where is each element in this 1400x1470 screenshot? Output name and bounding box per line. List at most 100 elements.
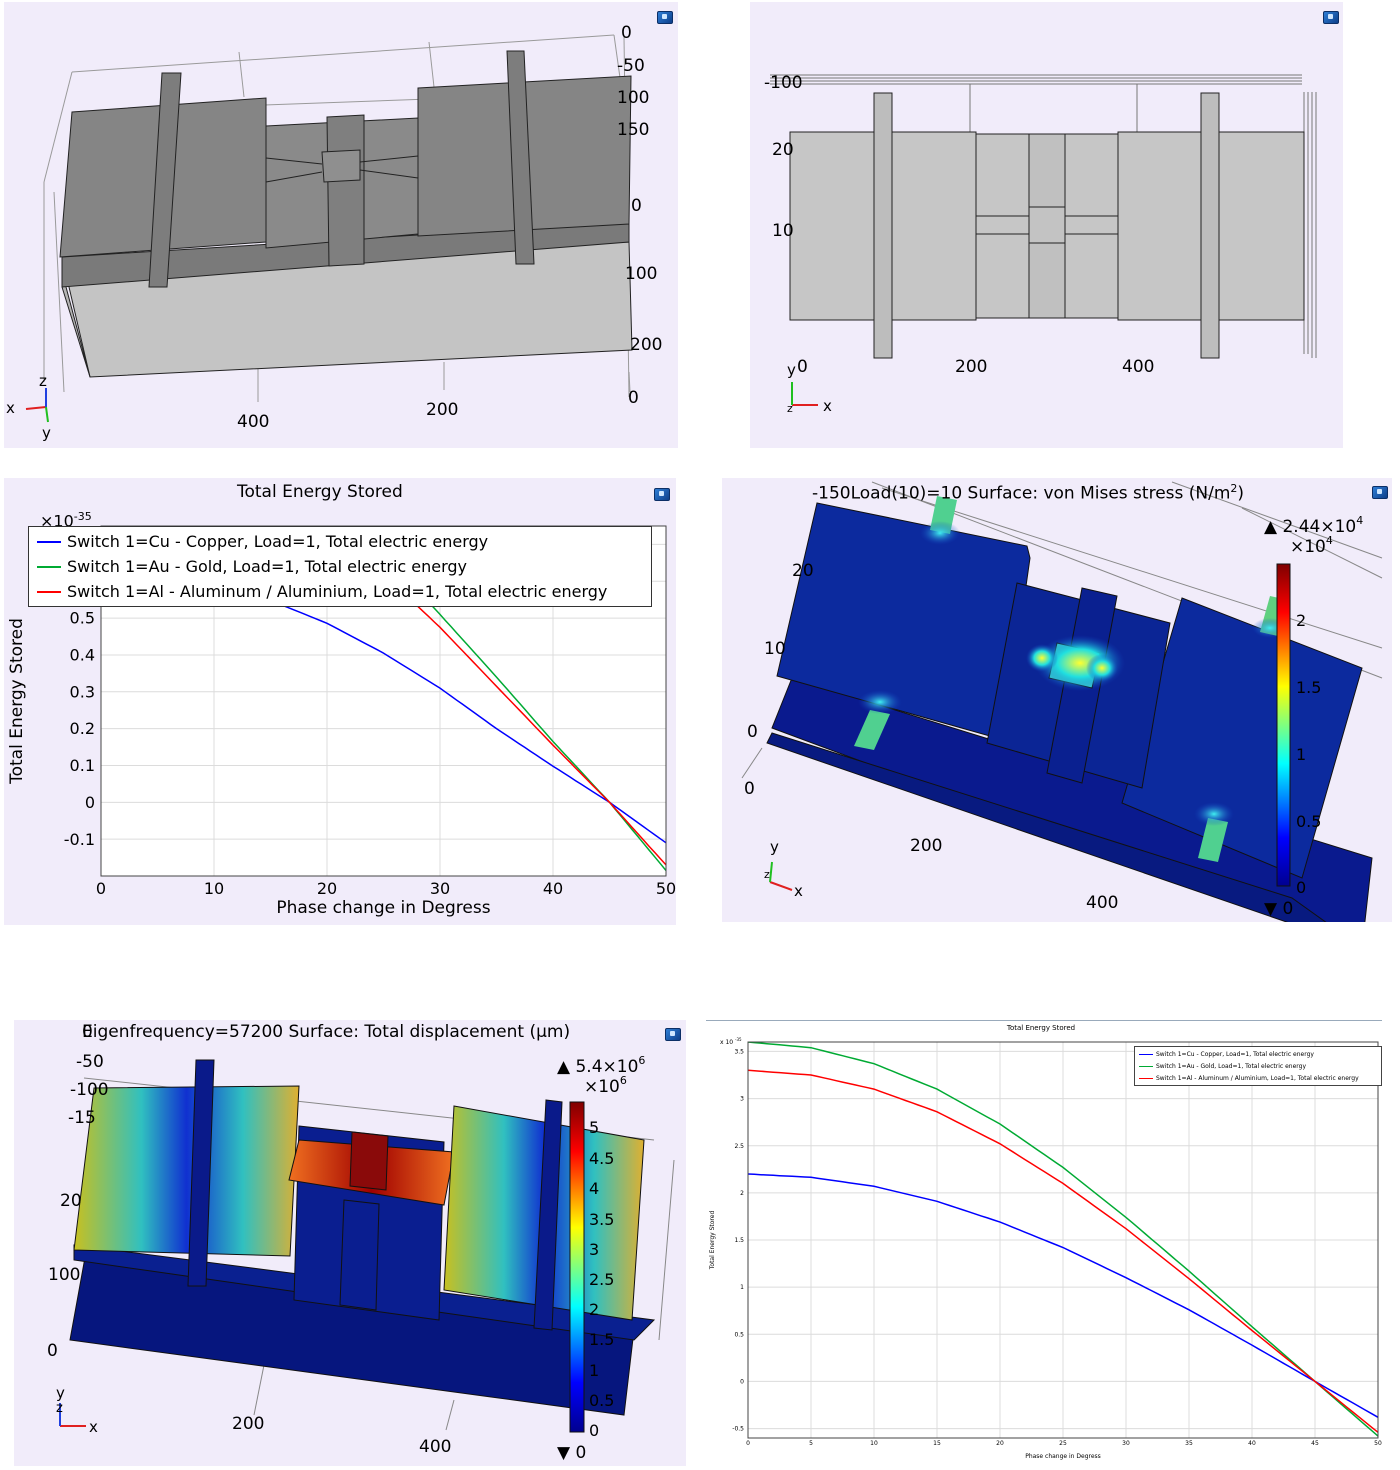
cbar-tick-1: 1 — [589, 1361, 599, 1380]
axis-triad: x y z — [56, 1384, 98, 1436]
tick-left-2: 10 — [764, 639, 786, 659]
tick-left-3: -15 — [68, 1108, 96, 1128]
tick-right-2: -50 — [617, 56, 645, 76]
x-tick-label: 15 — [933, 1440, 941, 1447]
svg-text:y: y — [42, 424, 51, 442]
legend-item-au: Switch 1=Au - Gold, Load=1, Total electr… — [1139, 1060, 1377, 1072]
energy-chart-small-panel[interactable]: 3.5 3 2.5 2 1.5 1 0.5 0 -0.5 0 5 10 15 20 25 30 35 40 45 50… — [706, 1020, 1382, 1466]
y-tick-label: 0 — [740, 1379, 744, 1386]
tick-left-4: 0 — [744, 779, 755, 799]
svg-text:x: x — [6, 399, 15, 417]
stress-view[interactable]: 2 1.5 1 0.5 0 ▲ 2.44×104 ×104 ▼ 0 20 10 … — [722, 478, 1392, 922]
svg-text:z: z — [764, 868, 770, 881]
energy-chart-small: 3.532.521.510.50-0.50 5 10 15 20 25 30 35 40 45 50… — [709, 1024, 1382, 1460]
tick-left-2: -100 — [70, 1080, 109, 1100]
energy-chart-panel[interactable]: 0.70.60.50.40.30.20.10-0.101020304050Pha… — [4, 478, 676, 925]
geometry-3d-view[interactable]: 0 -50 100 150 0 100 200 0 400 200 x z y — [4, 2, 678, 448]
window-icon[interactable] — [665, 1028, 681, 1041]
geometry-3d-canvas: 0 -50 100 150 0 100 200 0 400 200 x z y — [6, 23, 662, 442]
stress-title: -150Load(10)=10 Surface: von Mises stres… — [812, 482, 1245, 504]
tick-bottom-2: 200 — [955, 357, 987, 377]
tick-left-4: 20 — [60, 1191, 82, 1211]
tick-left-3: 0 — [747, 722, 758, 742]
x-tick-label: 50 — [656, 879, 676, 898]
cbar-tick-4.5: 4.5 — [589, 1149, 614, 1168]
y-multiplier: ×10-35 — [40, 510, 92, 531]
y-tick-label: 0.4 — [70, 646, 95, 665]
series-line-0 — [748, 1173, 1378, 1418]
tick-bottom-1: 200 — [232, 1414, 264, 1434]
tick-left-1: -50 — [76, 1052, 104, 1072]
tick-right-8: 0 — [628, 388, 639, 408]
series-line-1 — [748, 1042, 1378, 1437]
tick-right-1: 0 — [621, 23, 632, 43]
tick-bottom-2: 400 — [419, 1437, 451, 1457]
cbar-tick-4: 4 — [589, 1179, 599, 1198]
tick-left-5: 100 — [48, 1265, 80, 1285]
tick-bottom-1: 400 — [237, 412, 269, 432]
geometry-2d-view[interactable]: -100 20 10 0 200 400 x y z — [750, 2, 1343, 448]
displacement-title: 0 Eigenfrequency=57200 Surface: Total dis… — [82, 1022, 571, 1042]
displacement-canvas: 5 4.5 4 3.5 3 2.5 2 1.5 1 0.5 0 ▲ 5.4×10… — [47, 1052, 675, 1463]
stress-canvas: 2 1.5 1 0.5 0 ▲ 2.44×104 ×104 ▼ 0 20 10 … — [741, 481, 1383, 922]
svg-text:z: z — [56, 1401, 63, 1416]
series-line-2 — [748, 1069, 1378, 1433]
svg-text:x: x — [823, 397, 832, 415]
y-tick-label: 0.1 — [70, 756, 95, 775]
cbar-tick-0.5: 0.5 — [1296, 812, 1321, 831]
y-multiplier: x 10 — [720, 1039, 733, 1046]
x-tick-label: 5 — [809, 1440, 813, 1447]
axis-triad: x y z — [764, 838, 803, 900]
x-tick-label: 20 — [317, 879, 337, 898]
plot-frame — [747, 1041, 1379, 1439]
window-icon[interactable] — [1372, 486, 1388, 499]
cbar-tick-0.5: 0.5 — [589, 1391, 614, 1410]
cbar-min: ▼ 0 — [1264, 899, 1293, 919]
x-tick-label: 40 — [1248, 1440, 1256, 1447]
x-tick-label: 10 — [204, 879, 224, 898]
y-tick-label: 0 — [85, 793, 95, 812]
window-icon[interactable] — [654, 488, 670, 501]
svg-text:z: z — [39, 372, 47, 390]
x-tick-label: 35 — [1185, 1440, 1193, 1447]
geometry-2d-canvas: -100 20 10 0 200 400 x y z — [764, 73, 1317, 415]
y-tick-label: 1.5 — [734, 1237, 744, 1244]
y-tick-label: 3 — [740, 1096, 744, 1103]
tick-left-1: 20 — [772, 140, 794, 160]
chart-title: Total Energy Stored — [1006, 1024, 1075, 1032]
cbar-scale: ×106 — [584, 1074, 627, 1097]
tick-bottom-3: 400 — [1122, 357, 1154, 377]
cbar-tick-2.5: 2.5 — [589, 1270, 614, 1289]
cbar-min: ▼ 0 — [557, 1443, 586, 1463]
y-tick-label: 3.5 — [734, 1049, 744, 1056]
y-tick-label: 0.3 — [70, 682, 95, 701]
chart-title: Total Energy Stored — [237, 482, 403, 502]
cbar-tick-5: 5 — [589, 1118, 599, 1137]
chart-legend-small: Switch 1=Cu - Copper, Load=1, Total elec… — [1134, 1046, 1382, 1086]
y-tick-label: -0.1 — [64, 830, 95, 849]
cbar-tick-0: 0 — [589, 1421, 599, 1440]
legend-item-al: Switch 1=Al - Aluminum / Aluminium, Load… — [37, 579, 643, 604]
tick-right-3: 100 — [617, 88, 649, 108]
legend-item-cu: Switch 1=Cu - Copper, Load=1, Total elec… — [1139, 1048, 1377, 1060]
x-tick-label: 30 — [430, 879, 450, 898]
y-tick-label: 2.5 — [734, 1143, 744, 1150]
displacement-view[interactable]: 5 4.5 4 3.5 3 2.5 2 1.5 1 0.5 0 ▲ 5.4×10… — [14, 1020, 686, 1466]
window-icon[interactable] — [1323, 11, 1339, 24]
y-tick-label: 1 — [740, 1284, 744, 1291]
y-tick-label: 0.2 — [70, 719, 95, 738]
svg-text:y: y — [787, 361, 796, 379]
cbar-tick-1.5: 1.5 — [1296, 678, 1321, 697]
tick-right-6: 100 — [625, 264, 657, 284]
x-tick-label: 0 — [746, 1440, 750, 1447]
axis-triad: x z y — [6, 372, 51, 442]
x-tick-label: 0 — [96, 879, 106, 898]
y-axis-label: Total Energy Stored — [709, 1211, 716, 1271]
cbar-tick-3: 3 — [589, 1240, 599, 1259]
tick-bottom-2: 200 — [426, 400, 458, 420]
x-tick-label: 50 — [1374, 1440, 1382, 1447]
window-icon[interactable] — [657, 11, 673, 24]
tick-right-5: 0 — [631, 196, 642, 216]
x-axis-label: Phase change in Degress — [1025, 1453, 1101, 1460]
axis-triad: x y z — [787, 361, 832, 415]
